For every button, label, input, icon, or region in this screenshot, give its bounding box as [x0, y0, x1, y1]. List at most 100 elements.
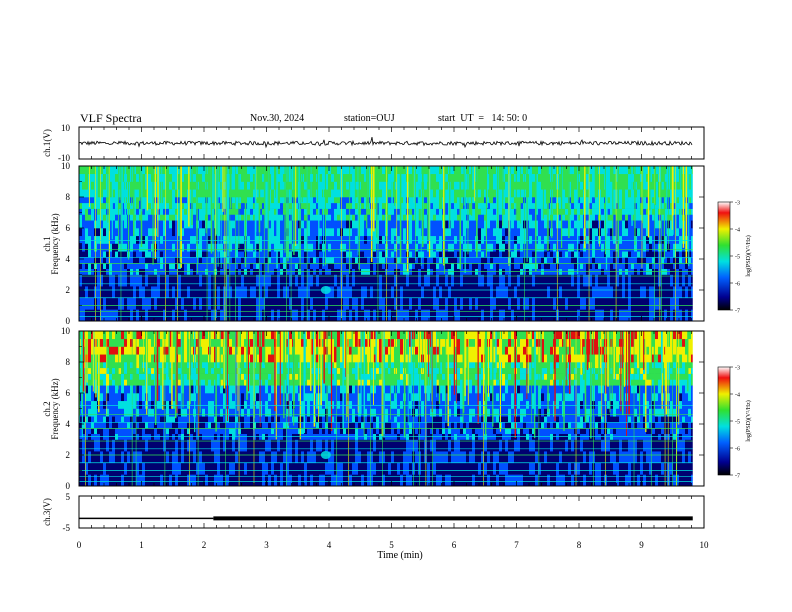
ch2-spec-cell	[88, 416, 92, 423]
ch1-spec-cell	[583, 309, 587, 321]
ch1-spec-cell	[517, 309, 521, 321]
ch1-spec-cell	[217, 286, 221, 299]
ch1-spec-cell	[298, 297, 302, 310]
ch1-spec-cell	[553, 309, 557, 321]
ch1-spec-cell	[487, 197, 491, 204]
ch1-spec-cell	[118, 228, 122, 237]
ch1-spec-cell	[649, 228, 653, 237]
ch2-spec-cell	[103, 416, 107, 423]
ch1-spec-cell	[109, 274, 113, 287]
ch1-spec-cell	[544, 181, 548, 190]
ch2-spec-cell	[103, 354, 107, 363]
ch1-spec-cell	[544, 208, 548, 215]
ch1-spec-cell	[265, 251, 269, 258]
ch1-spec-cell	[148, 251, 152, 258]
ch1-spec-cell	[241, 173, 245, 182]
ch1-spec-cell	[403, 243, 407, 252]
ch1-spec-cell	[670, 297, 674, 310]
ch1-spec-cell	[646, 309, 650, 321]
ch1-spec-cell	[619, 257, 623, 264]
ch1-spec-cell	[268, 257, 272, 264]
ch1-spec-cell	[211, 181, 215, 190]
ch1-spec-cell	[241, 297, 245, 310]
ch2-spec-cell	[115, 331, 119, 340]
ch1-spec-cell	[379, 214, 383, 221]
ch1-spec-cell	[382, 208, 386, 215]
ch1-spec-cell	[319, 309, 323, 321]
ch1-spec-cell	[484, 235, 488, 244]
ch1-spec-cell	[574, 189, 578, 198]
ch1-spec-cell	[145, 214, 149, 221]
ch1-spec-cell	[394, 202, 398, 209]
ch1-spec-cell	[238, 197, 242, 204]
ch1-spec-cell	[274, 297, 278, 310]
ch1-spec-cell	[454, 208, 458, 215]
ch1-spec-cell	[379, 208, 383, 215]
ch1-spec-cell	[307, 297, 311, 310]
ch1-spec-cell	[334, 208, 338, 215]
ch1-spec-cell	[361, 274, 365, 287]
ch1-spec-cell	[91, 189, 95, 198]
ch1-spec-cell	[538, 173, 542, 182]
ch1-spec-cell	[316, 220, 320, 229]
ch1-spec-cell	[394, 173, 398, 182]
ch1-spec-cell	[277, 197, 281, 204]
ch1-spec-cell	[355, 181, 359, 190]
ch1-spec-cell	[310, 243, 314, 252]
ch1-spec-cell	[316, 262, 320, 269]
ch1-spec-cell	[565, 228, 569, 237]
ch1-spec-cell	[616, 286, 620, 299]
ch2-spec-cell	[94, 416, 98, 423]
ch1-spec-cell	[649, 197, 653, 204]
ch1-spec-cell	[472, 214, 476, 221]
ch2-spec-cell	[106, 400, 110, 409]
ch1-spec-cell	[217, 228, 221, 237]
ch1-spec-cell	[472, 220, 476, 229]
ch1-spec-cell	[445, 251, 449, 258]
ch1-spec-cell	[142, 166, 146, 175]
ch1-spec-cell	[637, 235, 641, 244]
ch1-spec-cell	[628, 309, 632, 321]
ch1-spec-cell	[262, 243, 266, 252]
ch1-spec-cell	[79, 274, 83, 287]
ch1-spec-cell	[451, 257, 455, 264]
ch1-spec-cell	[301, 243, 305, 252]
ch1-spec-cell	[613, 309, 617, 321]
ch1-spec-cell	[229, 286, 233, 299]
ch1-spec-cell	[373, 228, 377, 237]
ch1-spec-cell	[337, 251, 341, 258]
ch1-spec-cell	[484, 173, 488, 182]
ch1-spec-cell	[391, 214, 395, 221]
ch1-spec-cell	[397, 262, 401, 269]
ch1-spec-cell	[574, 286, 578, 299]
ch1-spec-cell	[181, 297, 185, 310]
ch1-spec-cell	[229, 297, 233, 310]
ch1-spec-cell	[229, 257, 233, 264]
ch1-spec-cell	[526, 257, 530, 264]
ch1-spec-cell	[304, 274, 308, 287]
ch1-spec-cell	[184, 214, 188, 221]
ch2-spec-cell	[112, 338, 116, 347]
ch1-spec-cell	[607, 173, 611, 182]
ch1-spec-cell	[502, 235, 506, 244]
ch1-spec-cell	[508, 297, 512, 310]
ch1-spec-cell	[415, 251, 419, 258]
ch1-spec-cell	[193, 309, 197, 321]
ch1-spec-cell	[334, 189, 338, 198]
ch1-spec-cell	[235, 202, 239, 209]
ch1-spec-cell	[394, 166, 398, 175]
ch1-spec-cell	[175, 262, 179, 269]
ch1-spec-cell	[586, 166, 590, 175]
ch1-spec-cell	[490, 189, 494, 198]
ch1-spec-cell	[535, 228, 539, 237]
ch1-spec-cell	[184, 197, 188, 204]
ch1-spec-cell	[631, 243, 635, 252]
ch1-spec-cell	[532, 189, 536, 198]
ch1-spec-cell	[259, 243, 263, 252]
ch1-spec-cell	[295, 257, 299, 264]
ch1-spec-cell	[550, 235, 554, 244]
ch1-spec-cell	[457, 297, 461, 310]
ch1-spec-cell	[484, 214, 488, 221]
ch1-spec-cell	[136, 243, 140, 252]
ch1-spec-cell	[415, 228, 419, 237]
